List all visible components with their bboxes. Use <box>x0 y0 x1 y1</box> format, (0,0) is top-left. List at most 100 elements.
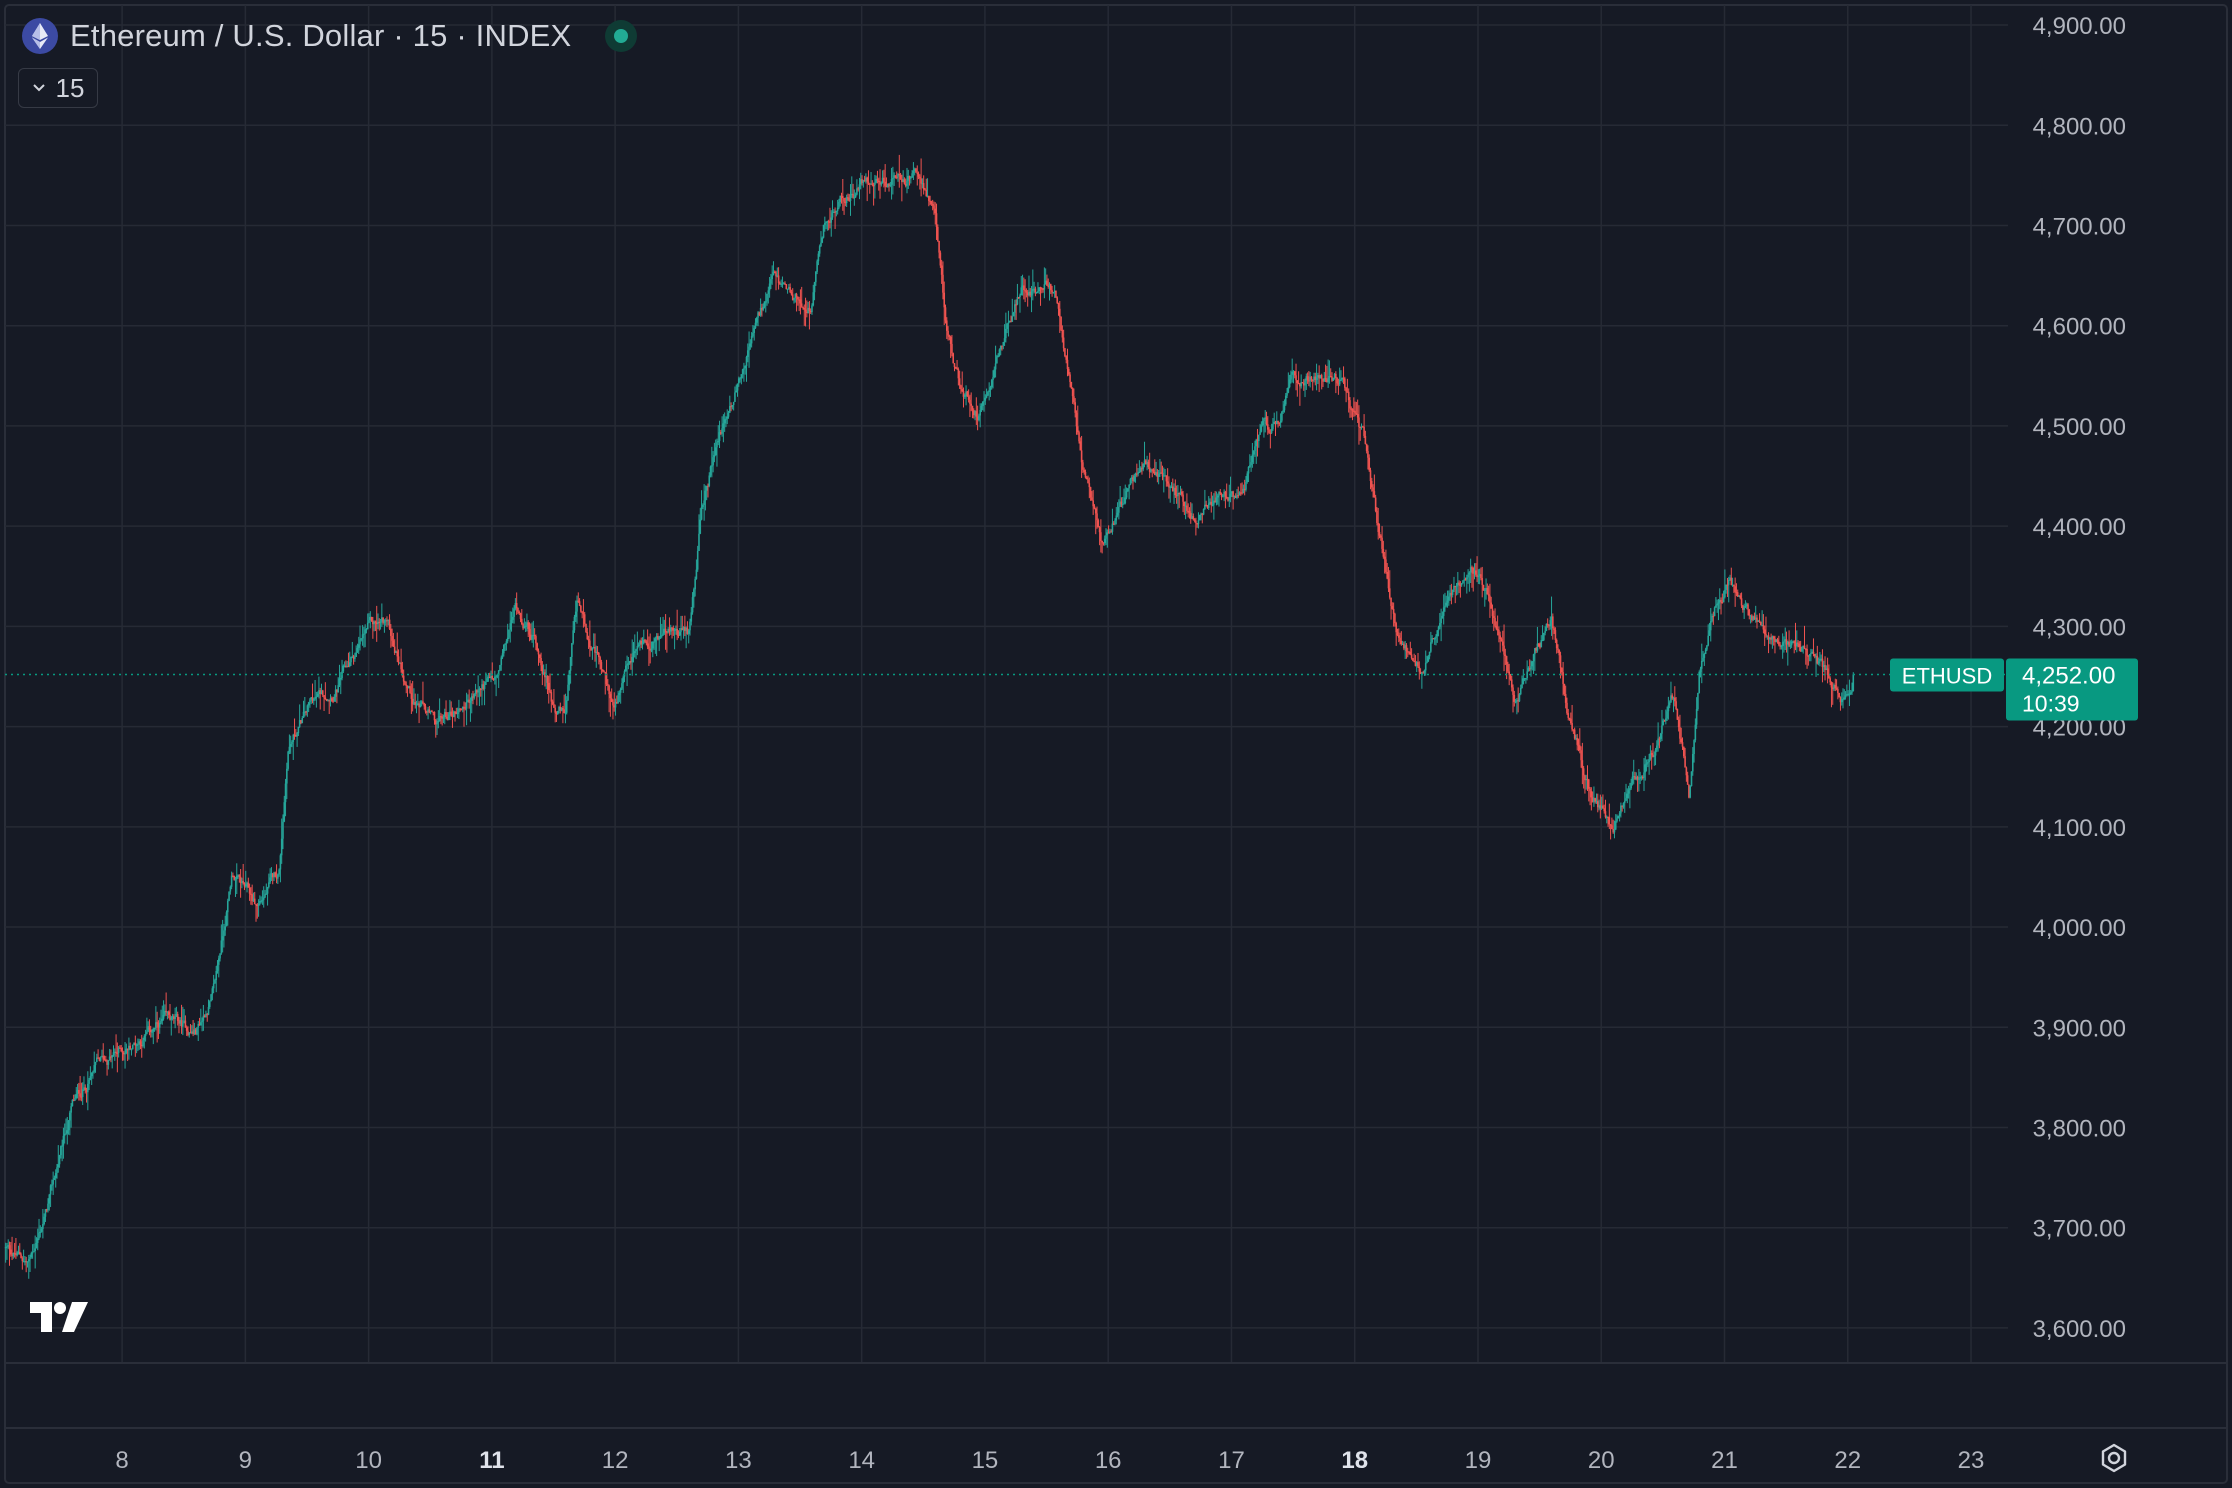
settings-gear-icon[interactable] <box>2098 1442 2130 1479</box>
candle-body <box>1119 501 1121 507</box>
candle-body <box>1082 462 1084 470</box>
candle-body <box>312 699 315 701</box>
candle-body <box>1704 649 1707 655</box>
candle-body <box>1717 602 1720 604</box>
candle-body <box>772 271 775 276</box>
candle-body <box>1205 504 1207 506</box>
candle-body <box>1008 320 1011 323</box>
candle-body <box>62 1135 65 1146</box>
candle-body <box>1512 687 1514 695</box>
candle-body <box>1243 488 1246 491</box>
candle-body <box>1433 638 1436 640</box>
candle-body <box>537 650 540 655</box>
candle-body <box>820 242 822 247</box>
time-tick-label: 12 <box>602 1447 629 1474</box>
candle-body <box>1676 709 1679 720</box>
candle-body <box>799 299 802 304</box>
candle-body <box>1106 532 1109 536</box>
candle-body <box>179 1020 182 1024</box>
candle-body <box>763 301 766 307</box>
ethereum-icon <box>22 18 58 54</box>
candle-body <box>1833 685 1835 690</box>
candle-body <box>1648 759 1650 763</box>
candle-body <box>1103 538 1106 544</box>
candle-body <box>1767 635 1770 640</box>
candle-body <box>131 1044 134 1050</box>
candle-body <box>1133 475 1136 482</box>
candle-body <box>596 651 599 653</box>
candle-body <box>1698 671 1701 693</box>
interval-toggle-button[interactable]: 15 <box>18 68 98 108</box>
candle-body <box>1227 497 1229 501</box>
candle-body <box>319 690 322 695</box>
candle-body <box>1821 658 1824 667</box>
candle-body <box>533 634 536 637</box>
candle-body <box>1246 473 1249 482</box>
candle-body <box>1573 729 1576 739</box>
candle-body <box>862 180 865 183</box>
candle-body <box>935 213 938 227</box>
candle-body <box>1252 451 1255 455</box>
candle-body <box>974 411 976 416</box>
candle-body <box>401 669 404 676</box>
candle-body <box>1171 486 1174 492</box>
candle-body <box>1228 496 1231 501</box>
candle-body <box>1852 674 1855 692</box>
candle-body <box>852 193 854 198</box>
candle-body <box>39 1231 42 1234</box>
candle-body <box>1028 291 1030 296</box>
candle-body <box>568 670 571 685</box>
candle-body <box>383 620 386 623</box>
candle-body <box>447 714 450 721</box>
candle-body <box>153 1027 156 1030</box>
candle-body <box>1426 661 1428 663</box>
candle-body <box>1604 811 1607 818</box>
candle-body <box>1810 653 1812 655</box>
candle-body <box>1275 420 1278 425</box>
candle-body <box>1029 291 1032 296</box>
candle-body <box>1645 763 1648 765</box>
candle-body <box>940 265 943 275</box>
candle-body <box>1816 655 1819 664</box>
candle-body <box>1689 786 1692 798</box>
candle-body <box>1808 654 1811 657</box>
candle-body <box>532 634 535 637</box>
candle-body <box>1614 821 1617 830</box>
candle-body <box>253 898 256 905</box>
candle-body <box>1147 461 1150 468</box>
candle-body <box>1044 280 1047 285</box>
candle-body <box>547 682 550 691</box>
candle-body <box>639 640 641 645</box>
price-axis[interactable]: 3,600.00 3,700.00 3,800.00 3,900.00 4,000.00… <box>2033 13 2126 1343</box>
candle-body <box>252 898 255 902</box>
candle-body <box>357 644 360 648</box>
candle-body <box>164 1010 166 1015</box>
candle-body <box>1032 288 1034 292</box>
symbol-title[interactable]: Ethereum / U.S. Dollar · 15 · INDEX <box>70 18 572 53</box>
symbol-tag-bg <box>1890 658 2004 692</box>
market-status-indicator[interactable] <box>605 20 638 52</box>
candle-body <box>572 630 574 644</box>
candle-body <box>1693 740 1695 755</box>
candle-body <box>1287 387 1290 393</box>
candle-body <box>101 1055 103 1058</box>
candle-body <box>1735 591 1738 594</box>
candle-body <box>1069 374 1071 382</box>
candle-body <box>1839 697 1842 703</box>
candle-body <box>169 1014 171 1020</box>
candle-body <box>1770 637 1772 640</box>
candle-body <box>1016 296 1019 305</box>
candle-body <box>631 657 634 663</box>
candle-body <box>1292 371 1295 373</box>
candle-body <box>737 378 740 384</box>
candle-body <box>210 994 212 1002</box>
candle-body <box>744 366 747 369</box>
candle-body <box>268 882 270 888</box>
candle-body <box>298 720 301 727</box>
tradingview-logo[interactable] <box>28 1300 90 1339</box>
candle-body <box>1482 584 1485 591</box>
candle-body <box>1403 643 1405 649</box>
candle-body <box>211 988 214 995</box>
time-axis[interactable]: 8 9 10 11 12 13 14 15 16 17 18 19 20 21 22 23 <box>115 1447 1984 1474</box>
